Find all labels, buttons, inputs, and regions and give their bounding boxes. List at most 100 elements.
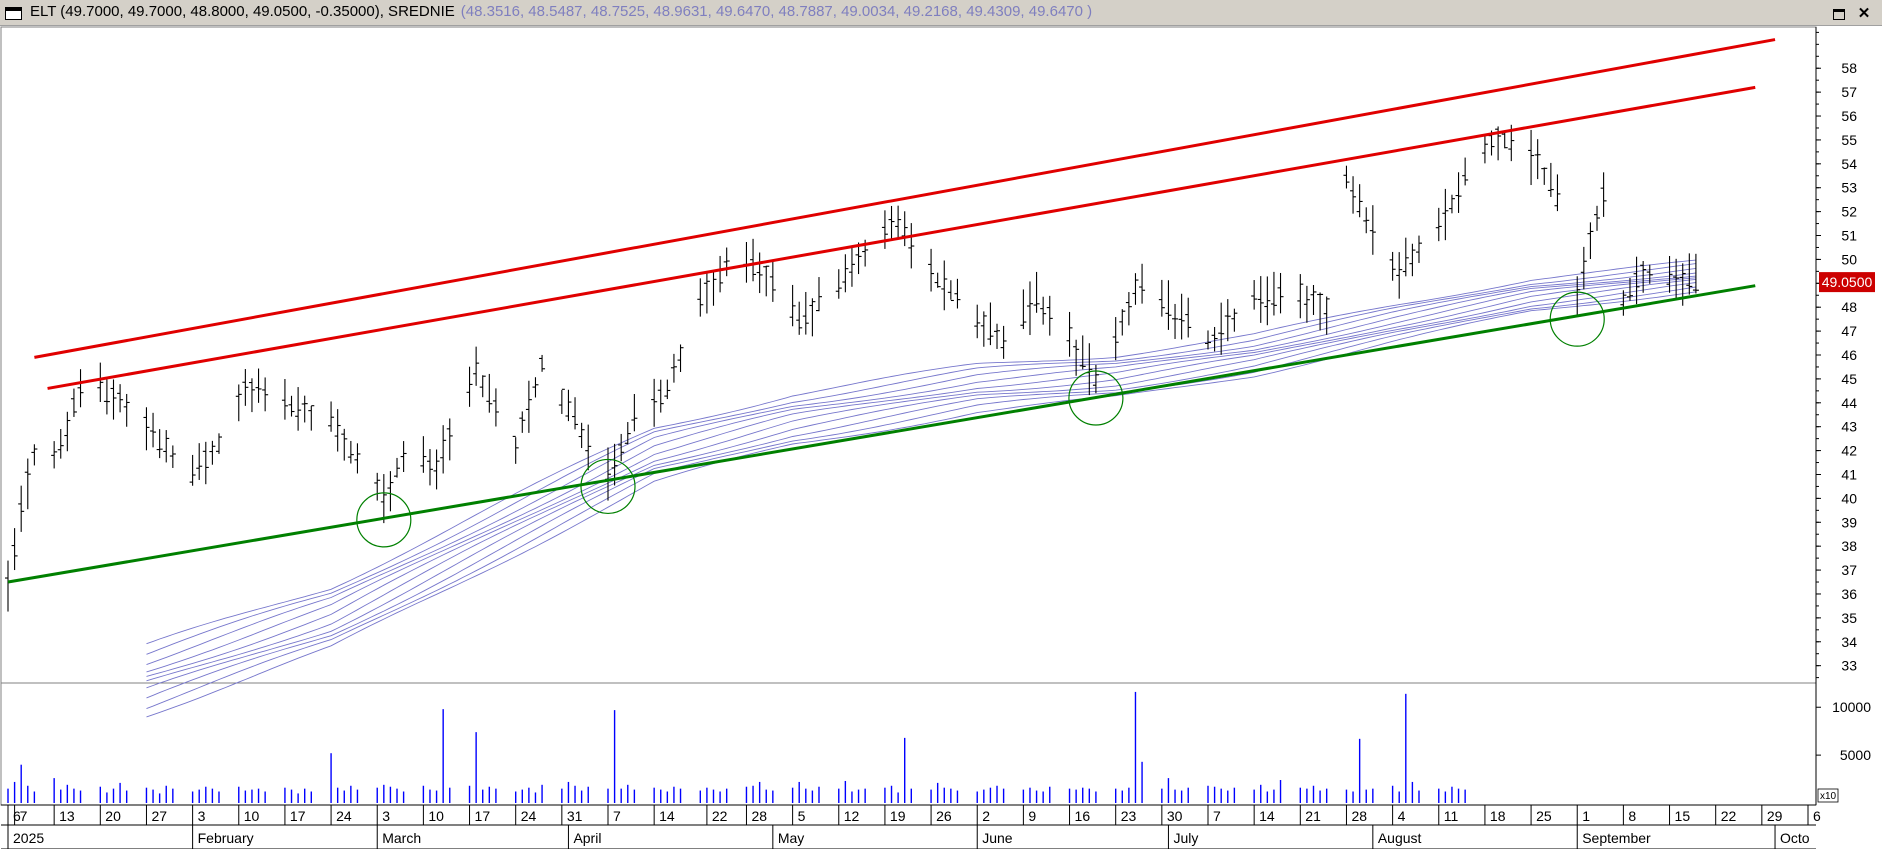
date-tick-label: 14 xyxy=(659,808,675,824)
chart-frame xyxy=(0,26,1817,806)
y-tick-label: 48 xyxy=(1841,299,1857,315)
date-tick-label: 22 xyxy=(1721,808,1737,824)
date-tick-label: 28 xyxy=(1351,808,1367,824)
date-tick-label: 7 xyxy=(1213,808,1221,824)
date-tick-label: 13 xyxy=(59,808,75,824)
support-trendline xyxy=(7,284,1756,584)
date-tick-label: 1 xyxy=(1582,808,1590,824)
volume-panel: 5000 10000 x10 xyxy=(7,691,1871,803)
date-tick-label: 18 xyxy=(1490,808,1506,824)
close-icon: ✕ xyxy=(1857,5,1871,22)
y-tick-label: 38 xyxy=(1841,538,1857,554)
date-tick-label: 22 xyxy=(712,808,728,824)
date-tick-label: 17 xyxy=(475,808,491,824)
trendlines xyxy=(7,38,1776,584)
moving-average-ribbon xyxy=(146,259,1696,718)
date-tick-label: 19 xyxy=(890,808,906,824)
month-tick-label: September xyxy=(1582,830,1651,846)
y-tick-label: 42 xyxy=(1841,443,1857,459)
volume-tick-label: 5000 xyxy=(1840,747,1871,763)
y-tick-label: 55 xyxy=(1841,132,1857,148)
date-tick-label: 14 xyxy=(1259,808,1275,824)
date-tick-label: 24 xyxy=(336,808,352,824)
moving-average-line xyxy=(146,286,1696,710)
resistance-lower-trendline xyxy=(47,85,1756,390)
date-tick-label: 10 xyxy=(244,808,260,824)
date-tick-label: 2 xyxy=(982,808,990,824)
date-tick-label: 21 xyxy=(1305,808,1321,824)
close-button[interactable]: ✕ xyxy=(1853,4,1875,23)
date-tick-label: 6 xyxy=(1813,808,1821,824)
y-tick-label: 33 xyxy=(1841,658,1857,674)
date-tick-label: 28 xyxy=(751,808,767,824)
date-tick-label: 8 xyxy=(1628,808,1636,824)
date-tick-label: 7 xyxy=(613,808,621,824)
month-tick-label: March xyxy=(382,830,421,846)
y-tick-label: 56 xyxy=(1841,108,1857,124)
month-tick-label: July xyxy=(1173,830,1198,846)
y-tick-label: 47 xyxy=(1841,323,1857,339)
date-tick-label: 12 xyxy=(844,808,860,824)
y-tick-label: 44 xyxy=(1841,395,1857,411)
y-tick-label: 36 xyxy=(1841,586,1857,602)
date-tick-label: 5 xyxy=(798,808,806,824)
touch-circle xyxy=(1068,370,1124,426)
y-tick-label: 51 xyxy=(1841,228,1857,244)
moving-average-line xyxy=(146,282,1696,699)
y-tick-label: 41 xyxy=(1841,466,1857,482)
moving-average-line xyxy=(146,278,1696,689)
date-tick-label: 26 xyxy=(936,808,952,824)
y-tick-label: 39 xyxy=(1841,514,1857,530)
date-tick-label: 15 xyxy=(1675,808,1691,824)
y-tick-label: 34 xyxy=(1841,634,1857,650)
date-tick-label: 23 xyxy=(1121,808,1137,824)
moving-average-line xyxy=(146,275,1696,677)
month-tick-label: Octo xyxy=(1780,830,1810,846)
window-title: ELT (49.7000, 49.7000, 48.8000, 49.0500,… xyxy=(30,3,1092,20)
month-tick-label: February xyxy=(198,830,254,846)
date-axis: 67 13 20 27 3 10 17 24 3 10 17 24 31 7 14 22 28 5 12 19 26 2 9… xyxy=(1,804,1821,849)
maximize-button[interactable] xyxy=(1828,4,1850,23)
moving-average-line xyxy=(146,259,1696,645)
date-tick-label: 30 xyxy=(1167,808,1183,824)
y-tick-label: 50 xyxy=(1841,251,1857,267)
month-tick-label: April xyxy=(573,830,601,846)
y-tick-label: 45 xyxy=(1841,371,1857,387)
volume-scale-box xyxy=(1817,788,1839,803)
last-price-tag xyxy=(1819,272,1875,293)
date-tick-label: 6 xyxy=(13,808,21,824)
y-tick-label: 46 xyxy=(1841,347,1857,363)
resistance-upper-trendline xyxy=(34,38,1776,359)
window-titlebar: ELT (49.7000, 49.7000, 48.8000, 49.0500,… xyxy=(0,0,1882,26)
y-tick-label: 57 xyxy=(1841,84,1857,100)
chart-canvas: 3334353637383940414243444546474849505152… xyxy=(0,26,1875,849)
moving-average-line xyxy=(146,263,1696,655)
volume-scale-label: x10 xyxy=(1820,791,1837,802)
date-tick-label: 3 xyxy=(382,808,390,824)
y-tick-label: 35 xyxy=(1841,610,1857,626)
chart-window-icon xyxy=(5,7,22,20)
moving-average-line xyxy=(146,272,1696,673)
title-moving-averages: (48.3516, 48.5487, 48.7525, 48.9631, 49.… xyxy=(460,3,1093,20)
date-tick-label: 7 xyxy=(20,808,28,824)
volume-tick-label: 10000 xyxy=(1832,699,1871,715)
month-tick-label: August xyxy=(1378,830,1422,846)
touch-circle xyxy=(356,492,412,548)
y-tick-label: 40 xyxy=(1841,490,1857,506)
date-tick-label: 24 xyxy=(521,808,537,824)
date-tick-label: 16 xyxy=(1075,808,1091,824)
moving-average-line xyxy=(146,277,1696,682)
touch-circle xyxy=(580,458,636,515)
date-tick-label: 29 xyxy=(1767,808,1783,824)
price-axis: 3334353637383940414243444546474849505152… xyxy=(1816,31,1875,679)
y-tick-label: 52 xyxy=(1841,204,1857,220)
date-tick-label: 3 xyxy=(198,808,206,824)
date-tick-label: 20 xyxy=(105,808,121,824)
date-tick-label: 25 xyxy=(1536,808,1552,824)
month-tick-label: 2025 xyxy=(13,830,44,846)
date-tick-label: 10 xyxy=(428,808,444,824)
last-price-label: 49.0500 xyxy=(1822,274,1873,290)
y-tick-label: 43 xyxy=(1841,419,1857,435)
moving-average-line xyxy=(146,267,1696,666)
date-tick-label: 4 xyxy=(1398,808,1406,824)
